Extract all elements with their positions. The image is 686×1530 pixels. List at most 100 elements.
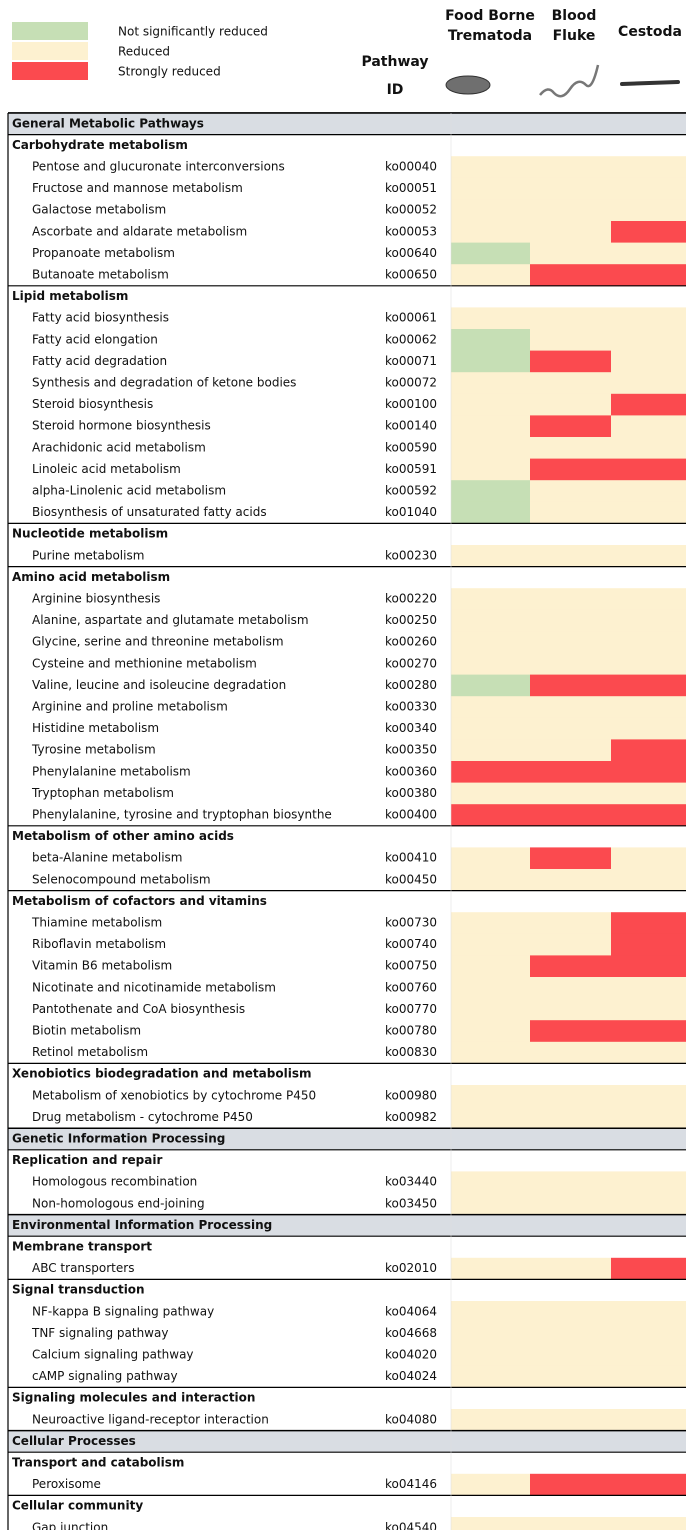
status-cell <box>451 977 530 1000</box>
header-organism: Food Borne <box>445 8 535 24</box>
pathway-id: ko00592 <box>385 484 437 498</box>
pathway-name: Calcium signaling pathway <box>32 1348 194 1362</box>
pathway-id: ko04024 <box>385 1369 437 1383</box>
pathway-name: Synthesis and degradation of ketone bodi… <box>32 376 296 390</box>
section-band <box>8 1128 686 1150</box>
header-organism: Cestoda <box>618 24 682 40</box>
trematoda-icon <box>445 75 491 95</box>
status-cell <box>530 1171 611 1194</box>
pathway-id: ko00053 <box>385 224 437 238</box>
group-title: Transport and catabolism <box>12 1456 184 1470</box>
status-cell <box>530 674 611 697</box>
status-cell <box>530 847 611 870</box>
pathway-name: Valine, leucine and isoleucine degradati… <box>32 678 286 692</box>
section-title: Environmental Information Processing <box>12 1218 272 1232</box>
status-cell <box>611 1020 686 1043</box>
status-cell <box>611 393 686 416</box>
status-cell <box>611 1041 686 1064</box>
status-cell <box>451 329 530 352</box>
section-title: Genetic Information Processing <box>12 1132 225 1146</box>
pathway-name: Thiamine metabolism <box>31 916 162 930</box>
status-cell <box>611 933 686 956</box>
status-cell <box>451 372 530 395</box>
header-pathway-id: Pathway <box>361 54 428 70</box>
status-cell <box>530 804 611 827</box>
pathway-name: TNF signaling pathway <box>31 1326 168 1340</box>
status-cell <box>611 869 686 892</box>
status-cell <box>530 415 611 438</box>
status-cell <box>530 653 611 676</box>
pathway-name: Riboflavin metabolism <box>32 937 166 951</box>
status-cell <box>451 1365 530 1388</box>
status-cell <box>611 480 686 503</box>
pathway-name: Purine metabolism <box>32 548 144 562</box>
pathway-id: ko00072 <box>385 376 437 390</box>
status-cell <box>451 1085 530 1108</box>
status-cell <box>451 631 530 654</box>
group-title: Carbohydrate metabolism <box>12 138 188 152</box>
legend-swatch <box>12 42 88 60</box>
pathway-id: ko04020 <box>385 1348 437 1362</box>
pathway-name: cAMP signaling pathway <box>32 1369 178 1383</box>
pathway-name: Phenylalanine metabolism <box>32 764 191 778</box>
pathway-id: ko00230 <box>385 548 437 562</box>
pathway-id: ko00380 <box>385 786 437 800</box>
status-cell <box>530 761 611 784</box>
group-title: Membrane transport <box>12 1240 152 1254</box>
status-cell <box>451 1257 530 1280</box>
pathway-id: ko00260 <box>385 635 437 649</box>
status-cell <box>451 1171 530 1194</box>
legend-swatch <box>12 22 88 40</box>
pathway-id: ko03450 <box>385 1196 437 1210</box>
pathway-id: ko00740 <box>385 937 437 951</box>
status-cell <box>530 307 611 330</box>
pathway-id: ko00071 <box>385 354 437 368</box>
status-cell <box>611 221 686 244</box>
status-cell <box>530 242 611 265</box>
status-cell <box>611 1301 686 1324</box>
pathway-name: Phenylalanine, tyrosine and tryptophan b… <box>32 808 332 822</box>
status-cell <box>530 1365 611 1388</box>
status-cell <box>451 437 530 460</box>
status-cell <box>530 1193 611 1216</box>
pathway-name: Neuroactive ligand-receptor interaction <box>32 1412 269 1426</box>
pathway-name: Cysteine and methionine metabolism <box>32 656 257 670</box>
status-cell <box>530 1517 611 1530</box>
status-cell <box>530 912 611 935</box>
group-title: Metabolism of cofactors and vitamins <box>12 894 267 908</box>
pathway-id: ko03440 <box>385 1175 437 1189</box>
pathway-id: ko00982 <box>385 1110 437 1124</box>
status-cell <box>530 739 611 762</box>
pathway-name: Glycine, serine and threonine metabolism <box>32 635 284 649</box>
status-cell <box>611 458 686 481</box>
pathway-name: Fatty acid degradation <box>32 354 167 368</box>
status-cell <box>611 329 686 352</box>
status-cell <box>451 221 530 244</box>
legend-swatch <box>12 62 88 80</box>
group-title: Amino acid metabolism <box>12 570 170 584</box>
group-title: Nucleotide metabolism <box>12 527 168 541</box>
pathway-id: ko00220 <box>385 592 437 606</box>
status-cell <box>451 912 530 935</box>
pathway-id: ko02010 <box>385 1261 437 1275</box>
status-cell <box>530 869 611 892</box>
status-cell <box>530 1301 611 1324</box>
status-cell <box>611 199 686 222</box>
status-cell <box>611 955 686 978</box>
pathway-id: ko00340 <box>385 721 437 735</box>
pathway-id: ko00350 <box>385 743 437 757</box>
status-cell <box>530 156 611 179</box>
pathway-name: Arginine biosynthesis <box>32 592 160 606</box>
cestoda-icon <box>620 80 680 86</box>
pathway-name: Tyrosine metabolism <box>31 743 156 757</box>
status-cell <box>530 933 611 956</box>
status-cell <box>451 1473 530 1496</box>
status-cell <box>611 437 686 460</box>
status-cell <box>530 350 611 373</box>
status-cell <box>611 847 686 870</box>
pathway-name: Propanoate metabolism <box>32 246 175 260</box>
status-cell <box>451 458 530 481</box>
pathway-name: Tryptophan metabolism <box>31 786 174 800</box>
status-cell <box>451 1322 530 1345</box>
pathway-id: ko00061 <box>385 311 437 325</box>
